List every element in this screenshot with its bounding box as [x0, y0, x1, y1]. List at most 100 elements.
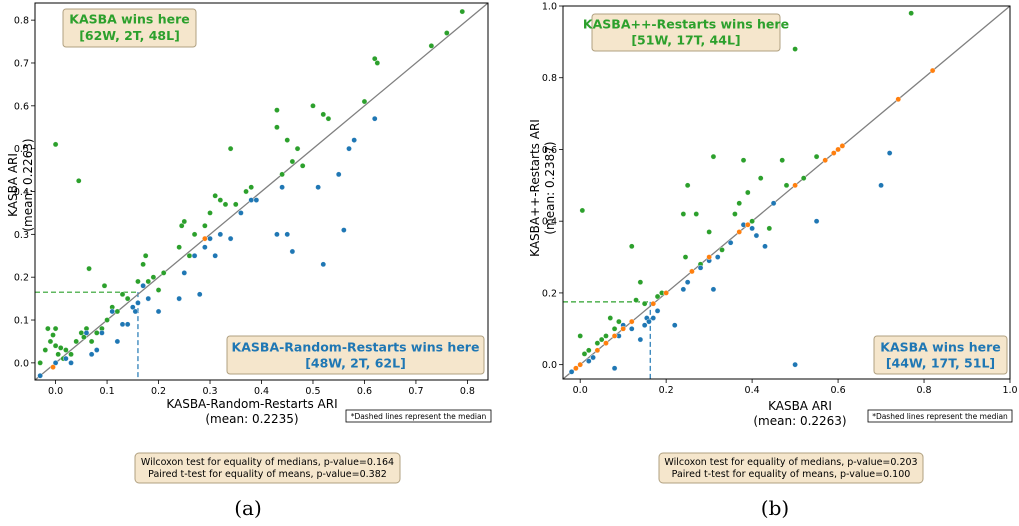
panel-a-point-green	[88, 338, 95, 345]
panel-a-point-green	[289, 158, 296, 165]
panel-b-frame	[562, 5, 1011, 380]
panel-b-point-green	[706, 229, 712, 235]
panel-a-top-box-title: KASBA wins here	[69, 12, 189, 27]
panel-a-point-green	[274, 124, 280, 131]
panel-a-tests: Wilcoxon test for equality of medians, p…	[134, 452, 401, 484]
panel-b-point-blue	[710, 286, 717, 293]
panel-b-point-blue	[749, 225, 755, 232]
panel-b-point-orange	[689, 268, 695, 275]
panel-a-point-blue	[289, 248, 296, 255]
panel-b-point-green	[654, 293, 661, 300]
panel-a-xtick-label: 0.2	[151, 386, 166, 397]
panel-a-point-blue	[114, 338, 121, 345]
panel-b-bottom-box-title: KASBA wins here	[880, 340, 1000, 355]
panel-a-point-blue	[253, 197, 260, 203]
panel-a-point-blue	[320, 261, 327, 268]
panel-b-point-orange	[594, 347, 601, 354]
panel-b-point-orange	[663, 290, 669, 296]
panel-a-point-green	[101, 282, 108, 289]
panel-a-point-green	[140, 261, 146, 268]
panel-a-ytick-label: 0.5	[14, 144, 29, 155]
panel-a-point-green	[50, 332, 56, 338]
panel-a-bottom-box-stats: [48W, 2T, 62L]	[305, 356, 406, 371]
panel-a-point-green	[232, 201, 239, 208]
panel-b-point-green	[908, 10, 914, 16]
panel-a-point-green	[176, 244, 182, 250]
panel-a-xtick-label: 0.1	[100, 386, 115, 397]
panel-a-ytick-label: 0.4	[14, 187, 29, 198]
panel-a-ytick-label: 0.8	[14, 16, 29, 27]
panel-a-bottom-box: KASBA-Random-Restarts wins here [48W, 2T…	[226, 335, 485, 375]
panel-b-point-blue	[671, 322, 678, 329]
panel-b-point-blue	[590, 354, 596, 361]
panel-a-point-blue	[371, 115, 378, 122]
panel-b-test-line1: Wilcoxon test for equality of medians, p…	[664, 457, 917, 468]
panel-a-point-green	[81, 334, 87, 340]
panel-a-point-green	[186, 252, 193, 259]
panel-b-point-orange	[895, 96, 902, 103]
panel-a-point-green	[145, 278, 152, 285]
panel-a-note-text: *Dashed lines represent the median	[351, 412, 487, 421]
panel-a-xlabel-mean: (mean: 0.2235)	[205, 412, 298, 426]
panel-b-point-blue	[646, 318, 652, 325]
panel-a-point-green	[86, 265, 92, 272]
panel-b-point-green	[766, 225, 773, 232]
panel-b-point-green	[684, 182, 691, 189]
panel-b-xtick-label: 0.8	[916, 385, 931, 396]
panel-b-point-blue	[650, 315, 657, 321]
panel-b-point-green	[813, 153, 820, 160]
panel-a-xtick-label: 0.8	[460, 386, 475, 397]
panel-b-point-blue	[714, 254, 721, 260]
panel-a-point-green	[124, 295, 131, 302]
panel-b-point-blue	[684, 279, 691, 285]
panel-a-point-green	[93, 330, 100, 336]
panel-a-point-green	[57, 345, 64, 351]
panel-a-point-green	[181, 218, 188, 225]
panel-a-test-line2: Paired t-test for equality of means, p-v…	[148, 469, 387, 480]
panel-b-test-line2: Paired t-test for equality of means, p-v…	[672, 469, 911, 480]
panel-a-point-green	[52, 141, 59, 148]
panel-b-point-green	[745, 189, 751, 196]
panel-a-diagonal	[34, 2, 489, 381]
panel-b-ytick-label: 0.6	[542, 145, 557, 156]
panel-a-xtick-label: 0.3	[202, 386, 217, 397]
panel-a-xtick-label: 0.5	[305, 386, 320, 397]
panel-a-point-green	[55, 351, 61, 358]
panel-b-point-green	[641, 300, 648, 307]
panel-a-point-green	[374, 60, 381, 66]
panel-b-point-green	[598, 336, 605, 343]
panel-a-point-green	[274, 107, 280, 113]
panel-b-tests: Wilcoxon test for equality of medians, p…	[658, 452, 924, 484]
panel-a-point-blue	[335, 171, 342, 178]
panel-b-diagonal	[562, 5, 1011, 380]
panel-a-xtick-label: 0.4	[254, 386, 269, 397]
panel-a-point-green	[279, 171, 285, 178]
panel-a-ytick-label: 0.7	[14, 58, 29, 69]
panel-a-point-blue	[351, 137, 357, 143]
panel-b-top-box-title: KASBA++-Restarts wins here	[583, 17, 789, 32]
panel-b-ticks: 0.0 0.2 0.4 0.6 0.8 1.0 0.0 0.2 0.4 0.6 0.8 1.0	[542, 2, 1018, 397]
panel-b-point-blue	[680, 286, 687, 293]
panel-b-ytick-label: 1.0	[542, 2, 557, 13]
panel-a-point-blue	[207, 235, 213, 242]
panel-a-point-green	[63, 347, 69, 353]
panel-b-point-orange	[822, 157, 828, 164]
panel-a-point-green	[294, 145, 301, 152]
panel-b-point-green	[603, 333, 609, 339]
panel-b-note-text: *Dashed lines represent the median	[872, 412, 1008, 421]
panel-b-point-orange	[577, 361, 583, 368]
panel-b-point-green	[581, 351, 588, 357]
panel-b-xtick-label: 0.2	[659, 385, 674, 396]
panel-a-point-blue	[93, 347, 100, 353]
panel-a-point-green	[155, 287, 162, 293]
panel-a-point-blue	[88, 351, 95, 358]
panel-a-point-blue	[341, 227, 347, 233]
panel-a-label: (a)	[234, 496, 262, 520]
panel-b-point-orange	[620, 325, 626, 332]
panel-a: 0.0 0.1 0.2 0.3 0.4 0.5 0.6 0.7 0.8 0.0 0.1 0.2 0.3 0…	[6, 2, 492, 520]
panel-a-ytick-label: 0.3	[14, 230, 29, 241]
panel-a-top-box: KASBA wins here [62W, 2T, 48L]	[62, 8, 197, 48]
panel-a-point-blue	[202, 244, 208, 250]
panel-a-top-box-stats: [62W, 2T, 48L]	[79, 28, 180, 43]
